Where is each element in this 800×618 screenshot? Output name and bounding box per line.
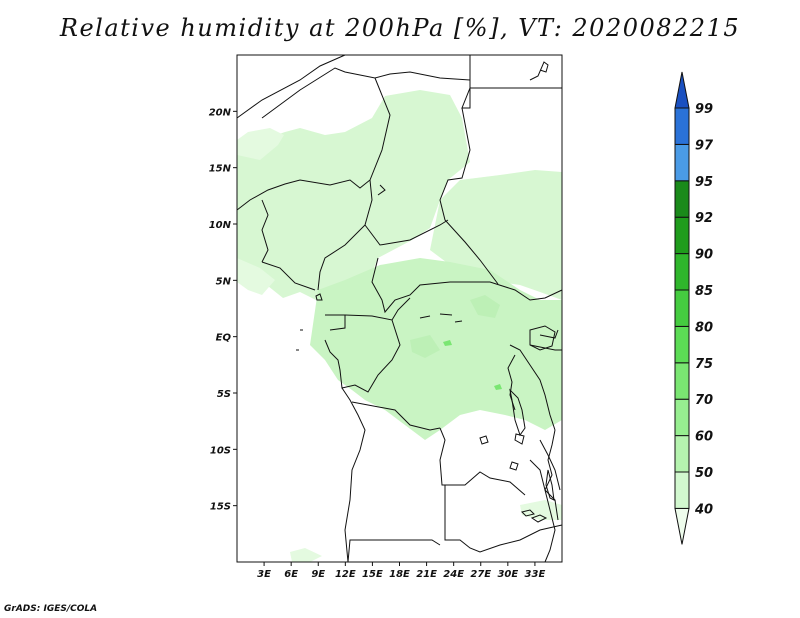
- colorbar-label: 40: [694, 502, 713, 517]
- border-line: [539, 439, 561, 491]
- lon-tick-label: 24E: [443, 569, 464, 580]
- lake-small: [514, 433, 525, 445]
- lon-tick-label: 30E: [497, 569, 518, 580]
- colorbar-segment: [674, 143, 690, 182]
- border-line: [444, 485, 563, 553]
- lake-small: [419, 313, 463, 323]
- colorbar-label: 99: [695, 102, 713, 117]
- lake-small: [479, 435, 489, 445]
- lat-tick-label: 15N: [209, 164, 232, 175]
- border-line: [347, 539, 441, 563]
- colorbar-segment: [674, 253, 690, 291]
- lake-small: [509, 461, 519, 471]
- lon-tick-label: 9E: [311, 569, 325, 580]
- humidity-patch-central: [410, 335, 440, 358]
- colorbar-segment: [674, 325, 690, 364]
- lat-tick-label: 15S: [210, 502, 231, 513]
- colorbar-segment: [674, 180, 690, 218]
- colorbar-segment: [674, 289, 690, 327]
- humidity-area-west: [237, 90, 470, 318]
- border-line: [529, 459, 556, 563]
- border-line: [236, 77, 391, 211]
- lake-small: [296, 293, 323, 351]
- lake-small: [530, 514, 548, 523]
- border-line: [544, 429, 559, 521]
- lake-tanganyika: [509, 388, 526, 437]
- colorbar-label: 95: [695, 175, 713, 190]
- colorbar-label: 80: [695, 320, 713, 335]
- lat-tick-label: 10N: [209, 220, 232, 231]
- colorbar-label: 75: [695, 357, 713, 372]
- colorbar-segment: [674, 471, 690, 509]
- humidity-shading: [237, 90, 562, 562]
- colorbar-label: 50: [695, 466, 713, 481]
- colorbar-label: 90: [695, 248, 713, 263]
- border-line: [364, 219, 449, 246]
- grads-credit: GrADS: IGES/COLA: [4, 604, 98, 614]
- border-line: [461, 55, 562, 109]
- lake-small: [521, 509, 535, 517]
- border-line: [325, 314, 346, 331]
- humidity-dot-1: [443, 340, 452, 346]
- colorbar-segment: [674, 435, 690, 473]
- lake-victoria: [529, 325, 556, 351]
- lat-tick-label: 20N: [209, 107, 232, 118]
- lat-tick-label: 10S: [210, 445, 231, 456]
- humidity-area-coast: [237, 258, 275, 295]
- lon-tick-label: 33E: [525, 569, 546, 580]
- colorbar-segment: [674, 107, 690, 145]
- border-line: [377, 184, 386, 196]
- lon-tick-label: 21E: [416, 569, 437, 580]
- lakes: [296, 293, 556, 523]
- lon-tick-label: 18E: [389, 569, 410, 580]
- colorbar-label: 60: [695, 430, 713, 445]
- country-borders: [236, 54, 563, 563]
- colorbar-label: 70: [695, 393, 713, 408]
- lon-tick-label: 15E: [362, 569, 383, 580]
- border-line: [261, 199, 269, 263]
- lat-tick-label: 5N: [216, 276, 232, 287]
- colorbar: 40 50 60 70 75 80 85 90 92 95 97 99: [674, 71, 714, 545]
- colorbar-label: 85: [695, 284, 713, 299]
- lat-tick-label: EQ: [216, 333, 232, 344]
- colorbar-segment: [674, 362, 690, 400]
- lon-tick-label: 12E: [335, 569, 356, 580]
- colorbar-segment: [674, 216, 690, 255]
- lon-tick-label: 3E: [257, 569, 271, 580]
- humidity-area-northwest: [237, 128, 284, 160]
- colorbar-label: 97: [695, 138, 714, 153]
- border-line: [439, 427, 526, 496]
- humidity-dot-2: [494, 384, 502, 390]
- colorbar-segment: [674, 398, 690, 437]
- lon-tick-label: 27E: [470, 569, 491, 580]
- lon-tick-label: 6E: [284, 569, 298, 580]
- chart-title: Relative humidity at 200hPa [%], VT: 202…: [59, 14, 741, 42]
- colorbar-label: 92: [695, 211, 713, 226]
- border-line: [341, 387, 366, 563]
- border-line: [351, 401, 441, 431]
- border-line: [529, 61, 549, 81]
- border-line: [371, 257, 563, 314]
- lat-tick-label: 5S: [217, 389, 231, 400]
- lake-malawi: [545, 469, 555, 501]
- border-line: [236, 54, 346, 119]
- border-line: [529, 329, 562, 351]
- border-line: [317, 179, 373, 291]
- axes: 3E 6E 9E 12E 15E 18E 21E 24E 27E 30E 33E 20N 15N 10N 5…: [209, 107, 546, 580]
- humidity-patch-east: [470, 295, 500, 318]
- border-line: [509, 344, 556, 431]
- border-line: [439, 107, 499, 285]
- border-line: [261, 261, 316, 291]
- colorbar-upper-arrow: [674, 71, 690, 109]
- humidity-area-south: [290, 548, 322, 562]
- colorbar-lower-arrow: [674, 507, 690, 545]
- border-line: [324, 319, 401, 393]
